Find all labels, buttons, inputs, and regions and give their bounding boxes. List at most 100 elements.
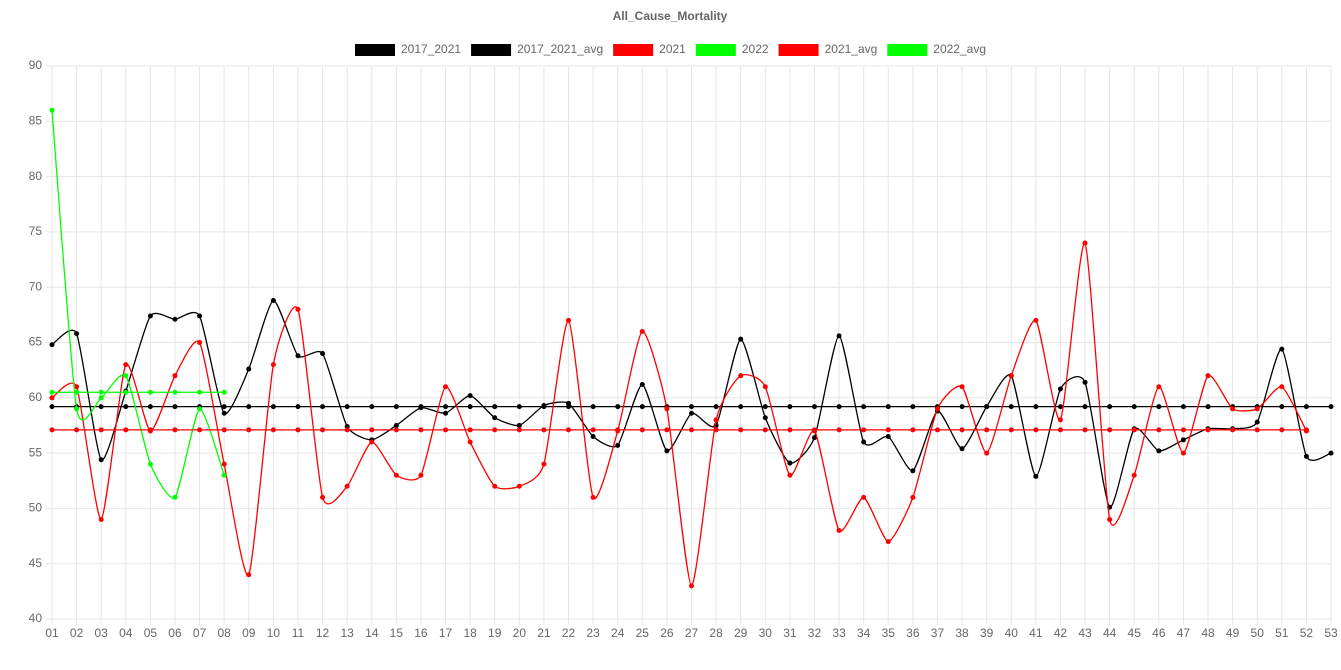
data-point — [885, 427, 891, 433]
data-point — [393, 404, 399, 410]
data-point — [1131, 472, 1137, 478]
legend-label: 2021_avg — [825, 42, 878, 56]
legend-label: 2017_2021_avg — [517, 42, 603, 56]
y-tick-label: 80 — [29, 169, 43, 183]
data-point — [664, 448, 670, 454]
data-point — [49, 427, 55, 433]
data-point — [1033, 473, 1039, 479]
data-point — [197, 389, 203, 395]
data-point — [320, 351, 326, 357]
data-point — [934, 406, 940, 412]
data-point — [1033, 404, 1039, 410]
x-tick-label: 13 — [340, 626, 354, 640]
data-point — [590, 434, 596, 440]
x-tick-label: 10 — [267, 626, 281, 640]
data-point — [221, 404, 227, 410]
series-line — [51, 242, 1307, 587]
x-tick-label: 01 — [45, 626, 59, 640]
data-point — [516, 404, 522, 410]
data-point — [270, 427, 276, 433]
y-tick-label: 65 — [29, 335, 43, 349]
x-tick-label: 24 — [611, 626, 625, 640]
x-tick-label: 39 — [980, 626, 994, 640]
data-point — [197, 340, 203, 345]
data-point — [910, 404, 916, 410]
data-point — [787, 427, 793, 433]
x-tick-label: 03 — [95, 626, 109, 640]
data-point — [295, 404, 301, 410]
data-point — [1303, 427, 1309, 433]
data-point — [98, 404, 104, 410]
x-tick-label: 19 — [488, 626, 502, 640]
data-point — [1057, 404, 1063, 410]
data-point — [984, 450, 990, 456]
data-point — [984, 427, 990, 433]
data-point — [123, 362, 129, 368]
data-point — [98, 457, 104, 463]
data-point — [492, 415, 498, 421]
data-point — [1254, 406, 1260, 412]
data-point — [1180, 450, 1186, 456]
data-point — [566, 427, 572, 433]
x-tick-label: 34 — [857, 626, 871, 640]
data-point — [1107, 427, 1113, 433]
data-point — [885, 404, 891, 410]
x-tick-label: 07 — [193, 626, 207, 640]
data-point — [74, 384, 80, 390]
data-point — [762, 404, 768, 410]
data-point — [1156, 384, 1162, 390]
data-point — [787, 472, 793, 478]
x-tick-label: 30 — [759, 626, 773, 640]
x-tick-label: 46 — [1152, 626, 1166, 640]
data-point — [1156, 448, 1162, 454]
x-tick-label: 49 — [1226, 626, 1240, 640]
data-point — [49, 107, 55, 113]
data-point — [123, 373, 129, 379]
data-point — [147, 461, 153, 467]
data-point — [836, 333, 842, 339]
data-point — [443, 410, 449, 416]
x-tick-label: 52 — [1300, 626, 1314, 640]
x-tick-label: 14 — [365, 626, 379, 640]
data-point — [689, 583, 694, 589]
x-tick-label: 05 — [144, 626, 158, 640]
data-point — [910, 468, 916, 474]
data-point — [639, 404, 645, 410]
data-point — [689, 410, 694, 416]
data-point — [689, 404, 694, 410]
legend-swatch — [471, 44, 512, 56]
x-tick-label: 12 — [316, 626, 330, 640]
data-point — [811, 427, 817, 433]
data-point — [172, 427, 178, 433]
data-point — [762, 427, 768, 433]
data-point — [1180, 437, 1186, 443]
y-tick-label: 55 — [29, 445, 43, 459]
x-tick-label: 22 — [562, 626, 576, 640]
data-point — [344, 404, 350, 410]
data-point — [738, 336, 744, 342]
data-point — [147, 313, 153, 319]
data-point — [1008, 404, 1014, 410]
data-point — [541, 404, 547, 410]
data-point — [664, 427, 670, 433]
x-tick-label: 33 — [832, 626, 846, 640]
data-point — [713, 427, 719, 433]
legend-swatch — [695, 44, 736, 56]
data-point — [885, 434, 891, 440]
x-tick-label: 42 — [1054, 626, 1068, 640]
x-tick-label: 45 — [1128, 626, 1142, 640]
data-point — [615, 427, 621, 433]
data-point — [246, 572, 252, 578]
data-point — [1131, 427, 1137, 433]
x-tick-label: 28 — [709, 626, 723, 640]
x-tick-label: 09 — [242, 626, 256, 640]
data-point — [566, 317, 572, 323]
data-point — [1230, 406, 1236, 412]
data-point — [246, 427, 252, 433]
data-point — [1033, 317, 1039, 323]
y-tick-label: 90 — [29, 58, 43, 72]
x-tick-label: 40 — [1005, 626, 1019, 640]
data-point — [861, 404, 867, 410]
data-point — [467, 404, 473, 410]
data-point — [836, 427, 842, 433]
